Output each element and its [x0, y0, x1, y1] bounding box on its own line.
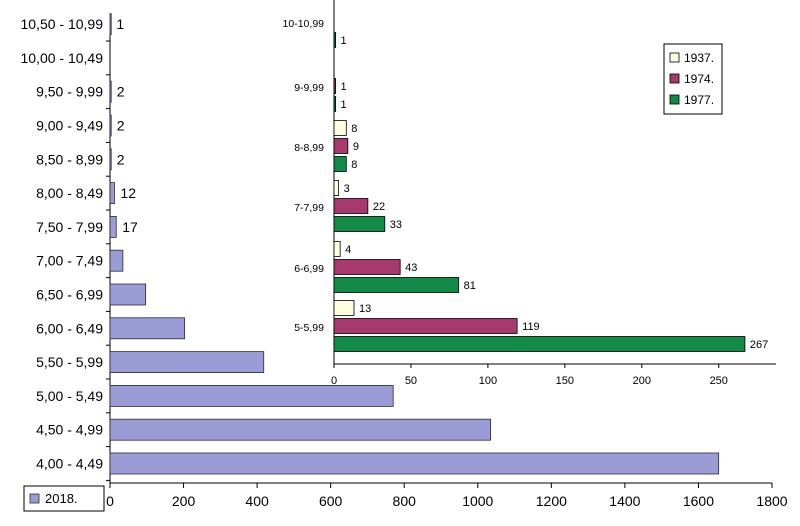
- inset-bar-1937: [333, 180, 340, 196]
- x-tick-label: 1800: [756, 493, 787, 509]
- data-label-2018: 2: [117, 84, 125, 100]
- data-label-2018: 12: [120, 185, 136, 201]
- inset-data-label-1977: 33: [390, 219, 402, 231]
- inset-data-label-1937: 4: [345, 244, 351, 256]
- y-tick-label: 5,50 - 5,99: [36, 354, 103, 370]
- data-label-2018: 1: [116, 16, 124, 32]
- inset-legend-label-1937: 1937.: [684, 51, 714, 65]
- inset-bar-1974: [333, 318, 518, 334]
- inset-x-tick-label: 150: [556, 375, 574, 387]
- y-tick-label: 9,00 - 9,49: [36, 118, 103, 134]
- inset-x-tick-label: 50: [405, 375, 417, 387]
- inset-data-label-1974: 1: [341, 81, 347, 93]
- bar-2018: [109, 249, 124, 272]
- bar-2018: [109, 418, 492, 441]
- inset-bar-1974: [333, 138, 349, 154]
- bar-2018: [109, 283, 147, 306]
- inset-bar-1977: [333, 216, 386, 232]
- y-tick-label: 5,00 - 5,49: [36, 388, 103, 404]
- inset-data-label-1937: 13: [359, 303, 371, 315]
- y-tick-label: 4,00 - 4,49: [36, 456, 103, 472]
- y-tick-label: 6,00 - 6,49: [36, 320, 103, 336]
- x-tick-label: 0: [106, 493, 114, 509]
- inset-legend-swatch-1974: [669, 73, 680, 84]
- data-label-2018: 2: [117, 118, 125, 134]
- bar-2018: [109, 80, 112, 103]
- inset-x-tick-label: 250: [710, 375, 728, 387]
- inset-data-label-1977: 1: [341, 99, 347, 111]
- y-tick-label: 4,50 - 4,99: [36, 422, 103, 438]
- x-tick-label: 1400: [609, 493, 640, 509]
- x-tick-label: 1200: [536, 493, 567, 509]
- y-tick-label: 7,00 - 7,49: [36, 253, 103, 269]
- inset-data-label-1977: 81: [464, 280, 476, 292]
- y-tick-label: 7,50 - 7,99: [36, 219, 103, 235]
- y-tick-label: 8,00 - 8,49: [36, 185, 103, 201]
- inset-data-label-1937: 8: [351, 123, 357, 135]
- inset-bar-1937: [333, 241, 341, 257]
- inset-y-tick-label: 10-10,99: [283, 18, 325, 30]
- inset-bar-1977: [333, 336, 746, 352]
- bar-2018: [109, 384, 394, 407]
- inset-bar-1977: [333, 96, 337, 112]
- inset-y-tick-label: 5-5,99: [294, 322, 324, 334]
- inset-x-tick-label: 200: [633, 375, 651, 387]
- inset-data-label-1977: 267: [750, 339, 768, 351]
- x-tick-label: 400: [245, 493, 269, 509]
- x-tick-label: 1000: [462, 493, 493, 509]
- inset-legend-swatch-1937: [669, 52, 680, 63]
- bar-2018: [109, 317, 186, 340]
- x-tick-label: 1600: [683, 493, 714, 509]
- inset-bar-1974: [333, 259, 401, 275]
- inset-bar-1977: [333, 32, 337, 48]
- y-tick-label: 8,50 - 8,99: [36, 151, 103, 167]
- data-label-2018: 17: [122, 219, 138, 235]
- inset-bar-1977: [333, 277, 460, 293]
- y-tick-label: 6,50 - 6,99: [36, 287, 103, 303]
- inset-y-tick-label: 6-6,99: [294, 263, 324, 275]
- inset-bar-1974: [333, 78, 337, 94]
- y-tick-label: 10,00 - 10,49: [20, 50, 103, 66]
- bar-2018: [109, 215, 117, 238]
- inset-legend-label-1977: 1977.: [684, 93, 714, 107]
- bar-2018: [109, 114, 112, 137]
- inset-legend-label-1974: 1974.: [684, 72, 714, 86]
- inset-y-tick-label: 9-9,99: [294, 82, 324, 94]
- bar-2018: [109, 13, 112, 36]
- y-tick-label: 9,50 - 9,99: [36, 84, 103, 100]
- inset-data-label-1974: 43: [405, 262, 417, 274]
- bar-2018: [109, 148, 112, 171]
- inset-data-label-1974: 22: [373, 201, 385, 213]
- inset-legend-swatch-1977: [669, 94, 680, 105]
- inset-data-label-1977: 1: [341, 35, 347, 47]
- inset-data-label-1977: 8: [351, 159, 357, 171]
- inset-x-tick-label: 100: [479, 375, 497, 387]
- inset-bar-1974: [333, 198, 369, 214]
- inset-y-tick-label: 8-8,99: [294, 142, 324, 154]
- inset-y-tick-label: 7-7,99: [294, 202, 324, 214]
- legend-label-2018: 2018.: [45, 491, 78, 506]
- bar-2018: [109, 452, 720, 475]
- inset-bar-1977: [333, 156, 347, 172]
- inset-bar-1937: [333, 300, 355, 316]
- inset-x-tick-label: 0: [331, 375, 337, 387]
- inset-bar-1937: [333, 120, 347, 136]
- x-tick-label: 800: [393, 493, 417, 509]
- bar-2018: [109, 351, 265, 374]
- x-tick-label: 600: [319, 493, 343, 509]
- x-tick-label: 200: [172, 493, 196, 509]
- data-label-2018: 2: [117, 151, 125, 167]
- inset-data-label-1937: 3: [344, 183, 350, 195]
- inset-data-label-1974: 9: [353, 141, 359, 153]
- y-tick-label: 10,50 - 10,99: [20, 16, 103, 32]
- inset-data-label-1974: 119: [522, 321, 540, 333]
- bar-2018: [109, 182, 115, 205]
- legend-swatch-2018: [29, 493, 40, 504]
